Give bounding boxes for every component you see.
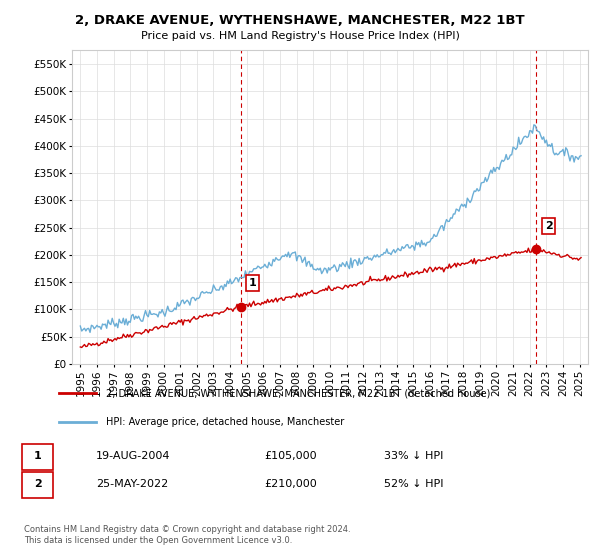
Text: 2: 2: [34, 479, 41, 489]
Text: 52% ↓ HPI: 52% ↓ HPI: [384, 479, 443, 489]
Text: 1: 1: [34, 451, 41, 461]
Text: Price paid vs. HM Land Registry's House Price Index (HPI): Price paid vs. HM Land Registry's House …: [140, 31, 460, 41]
Text: 19-AUG-2004: 19-AUG-2004: [96, 451, 170, 461]
Text: 1: 1: [249, 278, 257, 288]
Text: 25-MAY-2022: 25-MAY-2022: [96, 479, 168, 489]
Text: £105,000: £105,000: [264, 451, 317, 461]
Text: £210,000: £210,000: [264, 479, 317, 489]
FancyBboxPatch shape: [22, 444, 53, 470]
Text: 33% ↓ HPI: 33% ↓ HPI: [384, 451, 443, 461]
FancyBboxPatch shape: [22, 472, 53, 498]
Text: HPI: Average price, detached house, Manchester: HPI: Average price, detached house, Manc…: [106, 417, 344, 427]
Text: 2: 2: [545, 221, 553, 231]
Text: 2, DRAKE AVENUE, WYTHENSHAWE, MANCHESTER, M22 1BT (detached house): 2, DRAKE AVENUE, WYTHENSHAWE, MANCHESTER…: [106, 388, 490, 398]
Text: 2, DRAKE AVENUE, WYTHENSHAWE, MANCHESTER, M22 1BT: 2, DRAKE AVENUE, WYTHENSHAWE, MANCHESTER…: [75, 14, 525, 27]
Text: Contains HM Land Registry data © Crown copyright and database right 2024.
This d: Contains HM Land Registry data © Crown c…: [24, 525, 350, 545]
